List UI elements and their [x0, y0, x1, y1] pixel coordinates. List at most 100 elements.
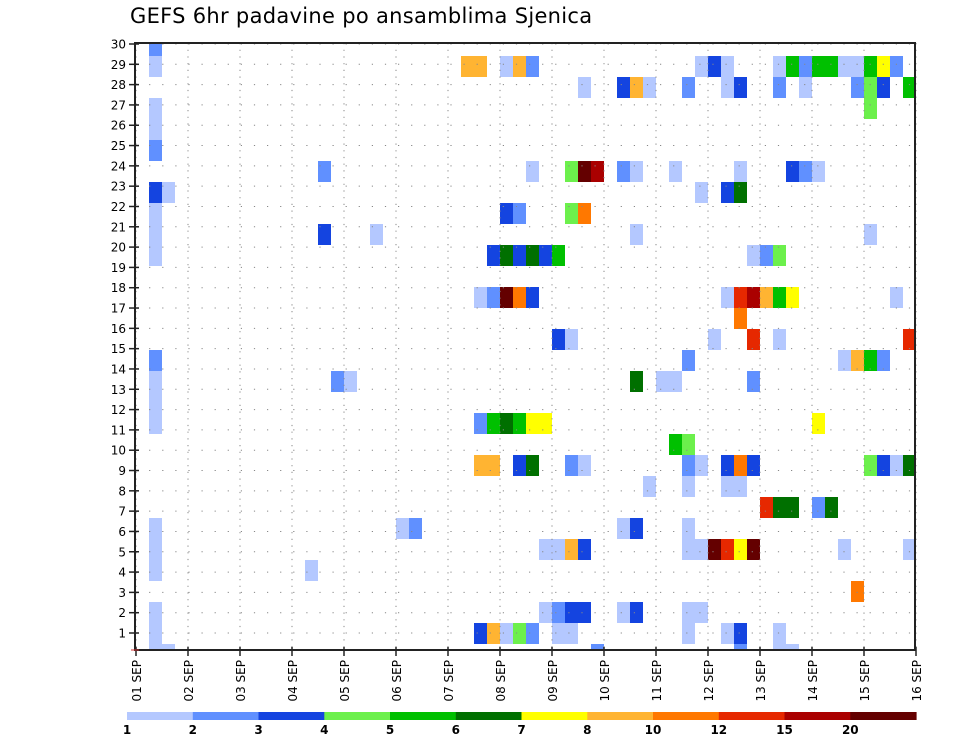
heatmap-cell — [851, 77, 864, 98]
heatmap-cell — [747, 455, 760, 476]
y-tick-label: 24 — [111, 159, 126, 173]
heatmap-cell — [513, 623, 526, 644]
heatmap-cell — [825, 497, 838, 518]
heatmap-cell — [149, 518, 162, 539]
heatmap-cell — [630, 161, 643, 182]
heatmap-cell — [149, 43, 162, 56]
heatmap-cell — [695, 539, 708, 560]
heatmap-cell — [149, 350, 162, 371]
y-tick-label: 28 — [111, 78, 126, 92]
heatmap-cell — [838, 56, 851, 77]
heatmap-cell — [149, 602, 162, 623]
x-tick-label: 07 SEP — [442, 660, 456, 702]
cells-group — [149, 43, 915, 650]
legend-label: 5 — [386, 723, 394, 737]
heatmap-cell — [890, 455, 903, 476]
heatmap-cell — [682, 518, 695, 539]
y-tick-label: 27 — [111, 98, 126, 112]
heatmap-cell — [487, 623, 500, 644]
y-tick-label: 10 — [111, 444, 126, 458]
heatmap-cell — [539, 539, 552, 560]
y-tick-label: 1 — [118, 627, 126, 641]
heatmap-cell — [578, 161, 591, 182]
heatmap-cell — [565, 161, 578, 182]
heatmap-cell — [500, 413, 513, 434]
heatmap-cell — [812, 161, 825, 182]
heatmap-cell — [617, 602, 630, 623]
heatmap-cell — [799, 77, 812, 98]
heatmap-cell — [773, 623, 786, 644]
legend-swatch — [718, 712, 786, 720]
heatmap-cell — [474, 623, 487, 644]
heatmap-cell — [708, 56, 721, 77]
x-tick-label: 02 SEP — [182, 660, 196, 702]
plot-frame — [134, 42, 916, 651]
y-tick-label: 18 — [111, 281, 126, 295]
heatmap-cell — [721, 539, 734, 560]
y-tick-label: 12 — [111, 403, 126, 417]
heatmap-cell — [669, 434, 682, 455]
heatmap-cell — [682, 602, 695, 623]
heatmap-cell — [552, 539, 565, 560]
y-tick-label: 17 — [111, 302, 126, 316]
heatmap-cell — [149, 413, 162, 434]
heatmap-cell — [773, 329, 786, 350]
heatmap-cell — [864, 56, 877, 77]
heatmap-cell — [565, 455, 578, 476]
heatmap-cell — [786, 56, 799, 77]
y-tick-label: 8 — [118, 484, 126, 498]
heatmap-cell — [149, 224, 162, 245]
heatmap-cell — [877, 455, 890, 476]
heatmap-cell — [734, 623, 747, 644]
y-tick-label: 15 — [111, 342, 126, 356]
legend-label: 10 — [645, 723, 662, 737]
heatmap-cell — [773, 287, 786, 308]
legend-swatch — [850, 712, 917, 720]
heatmap-cell — [734, 539, 747, 560]
heatmap-cell — [149, 98, 162, 119]
heatmap-cell — [721, 623, 734, 644]
x-tick-label: 16 SEP — [910, 660, 924, 702]
heatmap-cell — [721, 287, 734, 308]
legend-swatch — [324, 712, 391, 720]
heatmap-cell — [513, 455, 526, 476]
heatmap-cell — [643, 476, 656, 497]
heatmap-cell — [552, 245, 565, 266]
heatmap-cell — [760, 497, 773, 518]
y-tick-label: 7 — [118, 505, 126, 519]
heatmap-cell — [513, 56, 526, 77]
heatmap-cell — [149, 371, 162, 392]
heatmap-cell — [773, 644, 786, 650]
heatmap-cell — [305, 560, 318, 581]
heatmap-cell — [409, 518, 422, 539]
legend-swatch — [127, 712, 194, 720]
heatmap-cell — [565, 203, 578, 224]
heatmap-cell — [591, 161, 604, 182]
x-tick-label: 12 SEP — [702, 660, 716, 702]
heatmap-cell — [149, 182, 162, 203]
heatmap-cell — [565, 602, 578, 623]
heatmap-cell — [149, 560, 162, 581]
heatmap-cell — [864, 455, 877, 476]
y-tick-label: 21 — [111, 220, 126, 234]
heatmap-cell — [877, 350, 890, 371]
heatmap-cell — [513, 287, 526, 308]
heatmap-cell — [812, 56, 825, 77]
heatmap-cell — [526, 623, 539, 644]
legend-label: 4 — [320, 723, 328, 737]
heatmap-cell — [526, 56, 539, 77]
heatmap-cell — [500, 623, 513, 644]
heatmap-cell — [825, 56, 838, 77]
heatmap-cell — [877, 77, 890, 98]
heatmap-cell — [851, 56, 864, 77]
heatmap-cell — [396, 518, 409, 539]
legend-label: 1 — [123, 723, 131, 737]
heatmap-cell — [656, 371, 669, 392]
heatmap-cell — [149, 392, 162, 413]
y-tick-label: 14 — [111, 362, 126, 376]
heatmap-cell — [682, 476, 695, 497]
heatmap-cell — [149, 644, 162, 650]
x-tick-label: 03 SEP — [234, 660, 248, 702]
heatmap-cell — [500, 56, 513, 77]
heatmap-cell — [734, 287, 747, 308]
